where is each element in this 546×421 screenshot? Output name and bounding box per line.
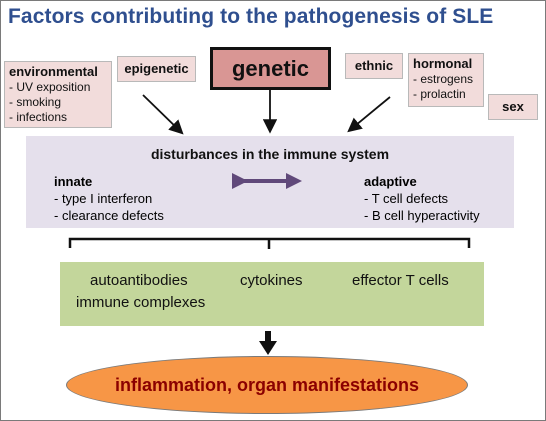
ethnic-box: ethnic	[345, 53, 403, 79]
epigenetic-box: epigenetic	[117, 56, 196, 82]
adaptive-item-t-cell: - T cell defects	[364, 191, 449, 206]
immune-disturbances-title: disturbances in the immune system	[150, 146, 390, 162]
genetic-box: genetic	[210, 47, 331, 90]
environmental-item-uv: - UV exposition	[9, 80, 91, 94]
immune-disturbances-box: disturbances in the immune system innate…	[26, 136, 514, 228]
immune-complexes-label: immune complexes	[76, 294, 206, 311]
innate-label: innate	[54, 174, 93, 189]
adaptive-label: adaptive	[364, 174, 417, 189]
hormonal-item-estrogens: - estrogens	[413, 72, 474, 86]
environmental-item-smoking: - smoking	[9, 95, 62, 109]
environmental-label: environmental	[9, 64, 98, 79]
outcome-label: inflammation, organ manifestations	[114, 375, 420, 395]
adaptive-item-b-cell: - B cell hyperactivity	[364, 208, 480, 223]
convergence-bracket	[68, 237, 471, 249]
down-arrow-to-outcome	[259, 331, 277, 355]
environmental-box: environmental - UV exposition - smoking …	[4, 61, 112, 128]
environmental-item-infections: - infections	[9, 110, 68, 124]
diagram-title: Factors contributing to the pathogenesis…	[8, 5, 494, 28]
ethnic-arrow	[347, 96, 391, 133]
hormonal-box: hormonal - estrogens - prolactin	[408, 53, 484, 107]
epigenetic-label: epigenetic	[124, 61, 189, 76]
adaptive-column: adaptive - T cell defects - B cell hyper…	[364, 173, 480, 224]
outcome-ellipse: inflammation, organ manifestations	[66, 356, 468, 414]
hormonal-label: hormonal	[413, 56, 473, 71]
ethnic-label: ethnic	[354, 58, 394, 73]
sex-box: sex	[488, 94, 538, 120]
effector-mechanisms-box: autoantibodies cytokines effector T cell…	[60, 262, 484, 326]
genetic-label: genetic	[231, 56, 310, 81]
autoantibodies-label: autoantibodies	[90, 272, 188, 289]
hormonal-item-prolactin: - prolactin	[413, 87, 466, 101]
sex-label: sex	[502, 99, 524, 114]
epigenetic-arrow	[142, 94, 184, 135]
innate-item-interferon: - type I interferon	[54, 191, 153, 206]
innate-column: innate - type I interferon - clearance d…	[54, 173, 164, 224]
innate-item-clearance: - clearance defects	[54, 208, 164, 223]
effector-t-cells-label: effector T cells	[352, 272, 449, 289]
cytokines-label: cytokines	[240, 272, 303, 289]
